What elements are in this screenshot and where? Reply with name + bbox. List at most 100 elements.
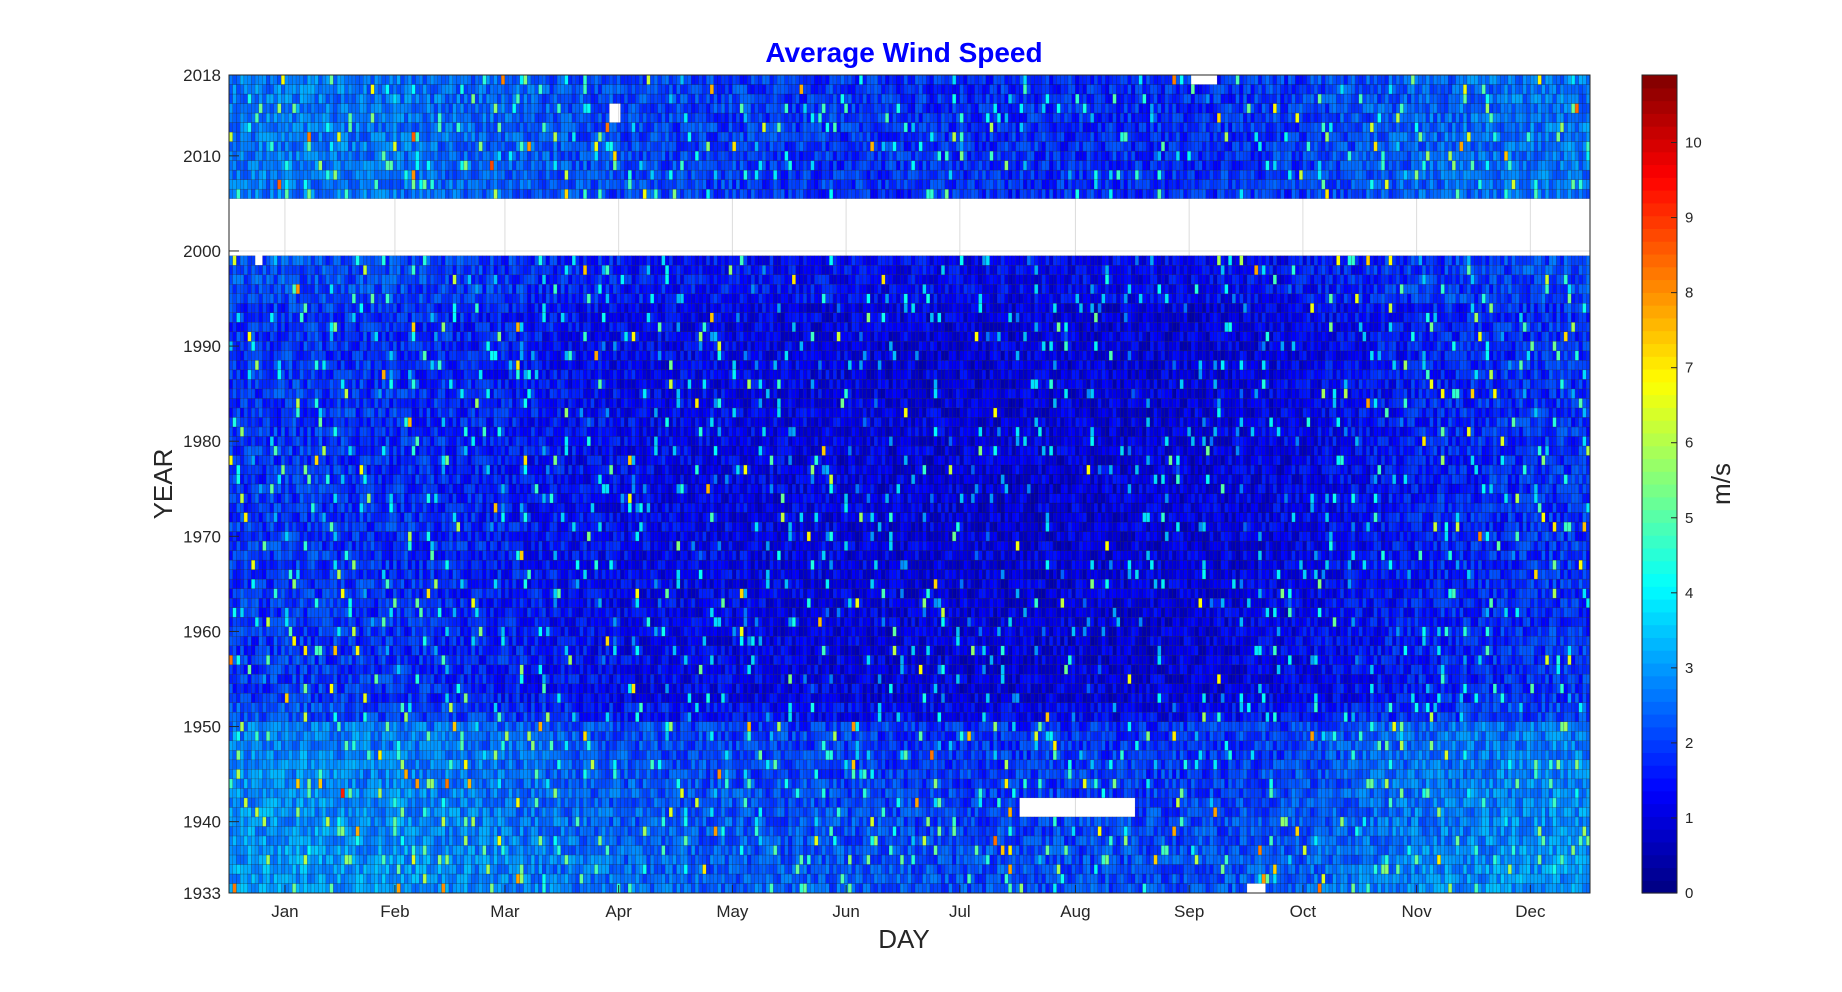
heatmap-cell: [934, 807, 938, 817]
heatmap-cell: [1288, 864, 1292, 874]
heatmap-cell: [848, 874, 852, 884]
heatmap-cell: [841, 779, 845, 789]
heatmap-cell: [386, 864, 390, 874]
heatmap-cell: [1463, 836, 1467, 846]
heatmap-cell: [960, 874, 964, 884]
heatmap-cell: [1105, 883, 1109, 893]
heatmap-cell: [1329, 836, 1333, 846]
heatmap-cell: [1165, 807, 1169, 817]
heatmap-cell: [1206, 769, 1210, 779]
heatmap-cell: [1128, 883, 1132, 893]
heatmap-cell: [822, 874, 826, 884]
heatmap-cell: [859, 874, 863, 884]
heatmap-cell: [453, 845, 457, 855]
heatmap-cell: [1344, 788, 1348, 798]
heatmap-cell: [345, 826, 349, 836]
heatmap-cell: [1008, 864, 1012, 874]
heatmap-cell: [1307, 769, 1311, 779]
heatmap-cell: [837, 855, 841, 865]
heatmap-cell: [266, 760, 270, 770]
heatmap-cell: [1430, 864, 1434, 874]
heatmap-cell: [1508, 883, 1512, 893]
heatmap-cell: [904, 807, 908, 817]
heatmap-cell: [1228, 807, 1232, 817]
heatmap-cell: [1452, 864, 1456, 874]
heatmap-cell: [870, 798, 874, 808]
heatmap-cell: [926, 855, 930, 865]
heatmap-cell: [848, 817, 852, 827]
heatmap-cell: [982, 798, 986, 808]
heatmap-cell: [993, 864, 997, 874]
heatmap-cell: [1154, 855, 1158, 865]
heatmap-cell: [624, 845, 628, 855]
heatmap-cell: [1310, 836, 1314, 846]
heatmap-cell: [885, 798, 889, 808]
heatmap-cell: [833, 807, 837, 817]
heatmap-cell: [680, 798, 684, 808]
heatmap-cell: [1020, 836, 1024, 846]
heatmap-cell: [1486, 788, 1490, 798]
heatmap-cell: [1389, 826, 1393, 836]
heatmap-cell: [1243, 798, 1247, 808]
heatmap-cell: [695, 874, 699, 884]
heatmap-cell: [1307, 798, 1311, 808]
heatmap-cell: [572, 779, 576, 789]
heatmap-cell: [1553, 817, 1557, 827]
heatmap-cell: [1474, 769, 1478, 779]
heatmap-cell: [814, 845, 818, 855]
heatmap-cell: [576, 826, 580, 836]
heatmap-cell: [1262, 845, 1266, 855]
heatmap-cell: [1262, 798, 1266, 808]
heatmap-cell: [471, 874, 475, 884]
heatmap-cell: [311, 836, 315, 846]
heatmap-cell: [1236, 874, 1240, 884]
heatmap-cell: [695, 817, 699, 827]
heatmap-cell: [800, 779, 804, 789]
heatmap-cell: [386, 798, 390, 808]
heatmap-cell: [430, 864, 434, 874]
heatmap-cell: [1184, 883, 1188, 893]
heatmap-cell: [1143, 855, 1147, 865]
heatmap-cell: [270, 788, 274, 798]
heatmap-cell: [1146, 807, 1150, 817]
heatmap-cell: [956, 788, 960, 798]
heatmap-cell: [785, 798, 789, 808]
heatmap-cell: [1146, 845, 1150, 855]
heatmap-cell: [814, 836, 818, 846]
heatmap-cell: [673, 836, 677, 846]
heatmap-cell: [1329, 883, 1333, 893]
heatmap-cell: [855, 836, 859, 846]
heatmap-cell: [348, 788, 352, 798]
heatmap-cell: [803, 845, 807, 855]
heatmap-cell: [486, 826, 490, 836]
heatmap-cell: [382, 826, 386, 836]
heatmap-cell: [1463, 798, 1467, 808]
heatmap-cell: [643, 807, 647, 817]
heatmap-cell: [471, 769, 475, 779]
heatmap-cell: [270, 836, 274, 846]
heatmap-cell: [524, 817, 528, 827]
heatmap-cell: [1530, 779, 1534, 789]
heatmap-cell: [445, 874, 449, 884]
heatmap-cell: [1217, 883, 1221, 893]
heatmap-cell: [1348, 769, 1352, 779]
heatmap-cell: [1467, 883, 1471, 893]
heatmap-cell: [371, 817, 375, 827]
heatmap-cell: [594, 845, 598, 855]
heatmap-cell: [908, 864, 912, 874]
heatmap-cell: [1575, 864, 1579, 874]
heatmap-cell: [643, 760, 647, 770]
heatmap-cell: [852, 817, 856, 827]
heatmap-cell: [1295, 883, 1299, 893]
heatmap-cell: [378, 760, 382, 770]
heatmap-cell: [923, 769, 927, 779]
heatmap-cell: [632, 845, 636, 855]
heatmap-cell: [945, 769, 949, 779]
heatmap-cell: [535, 817, 539, 827]
heatmap-cell: [788, 760, 792, 770]
heatmap-cell: [1478, 788, 1482, 798]
heatmap-cell: [1351, 779, 1355, 789]
heatmap-cell: [1404, 769, 1408, 779]
heatmap-cell: [990, 845, 994, 855]
heatmap-cell: [1463, 817, 1467, 827]
